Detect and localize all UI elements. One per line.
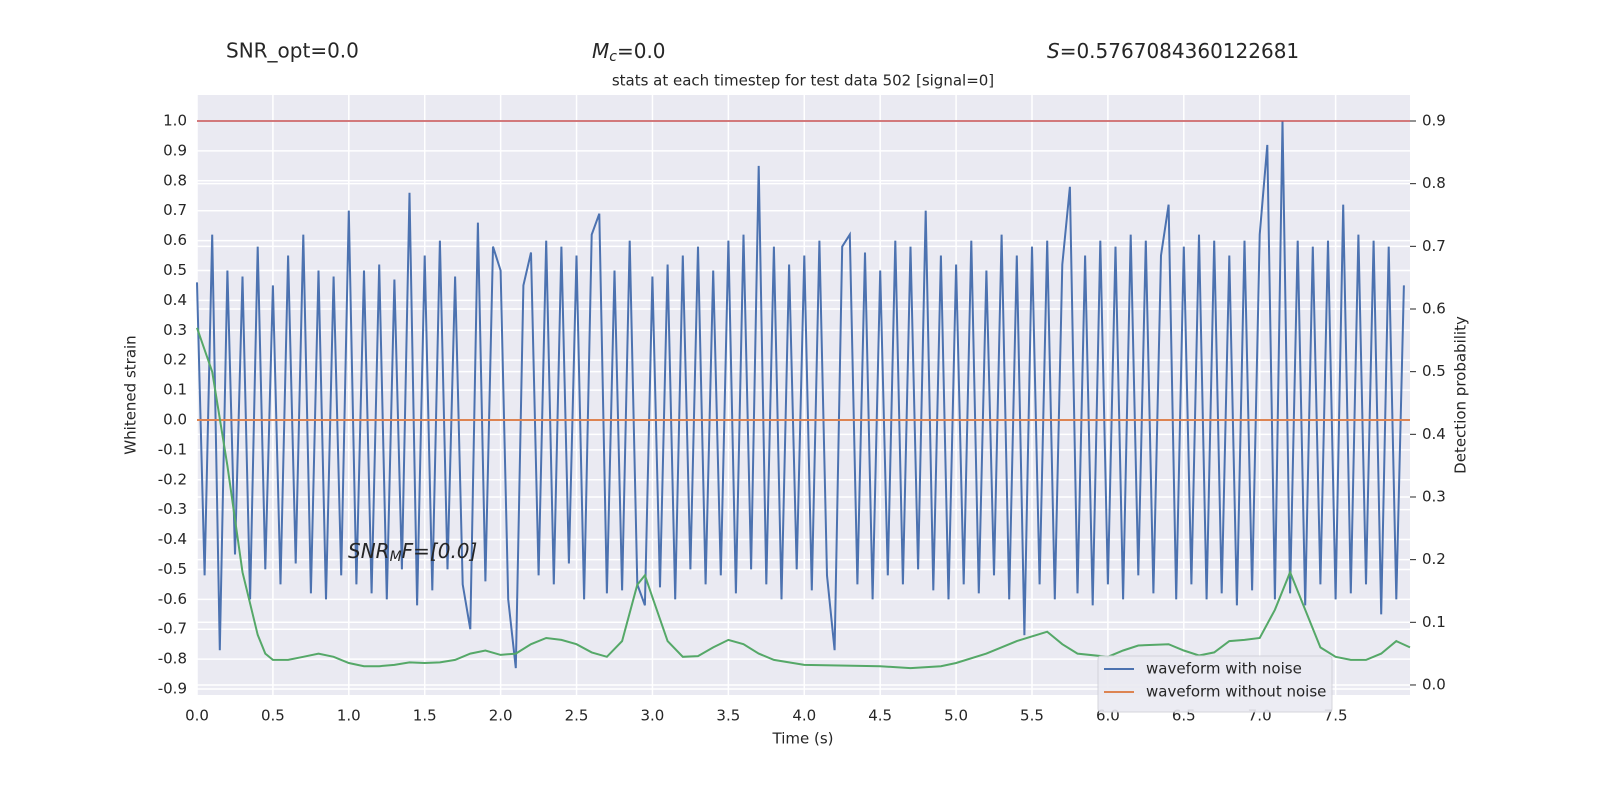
y-tick-label: -0.1 (158, 440, 187, 458)
y-tick-label: 0.5 (163, 261, 187, 279)
y-tick-label: 0.7 (163, 201, 187, 219)
x-tick-label: 0.5 (261, 707, 285, 725)
x-tick-label: 2.0 (489, 707, 513, 725)
y2-tick-label: 0.6 (1422, 299, 1446, 317)
legend-label: waveform without noise (1146, 683, 1326, 701)
y-tick-label: 0.4 (163, 291, 187, 309)
x-axis-label: Time (s) (772, 730, 834, 748)
y2-axis-label: Detection probability (1452, 316, 1470, 474)
y-tick-label: -0.8 (158, 650, 187, 668)
y-tick-label: 0.9 (163, 141, 187, 159)
legend-box (1097, 655, 1333, 713)
math-rest: =0.5767084360122681 (1060, 39, 1299, 63)
y-tick-label: -0.4 (158, 530, 187, 548)
legend-label: waveform with noise (1146, 660, 1302, 678)
y-tick-label: 0.8 (163, 171, 187, 189)
x-tick-label: 5.5 (1020, 707, 1044, 725)
labels: 0.0 0.5 1.0 1.5 2.0 2.5 3.0 3.5 4.0 4.5 5.0 5.5 6.0 6… (158, 39, 1446, 725)
math-sub: M (390, 549, 402, 565)
math-rest: =0.0 (617, 39, 666, 63)
series-line (196, 327, 1411, 670)
y-tick-label: 1.0 (163, 112, 187, 130)
y-tick-label: 0.1 (163, 381, 187, 399)
stat-label: S=0.5767084360122681 (1047, 39, 1299, 63)
y-tick-label: 0.3 (163, 321, 187, 339)
math-sub: c (609, 49, 617, 65)
y2-tick-label: 0.4 (1422, 425, 1446, 443)
y-tick-label: 0.2 (163, 351, 187, 369)
y-tick-label: -0.5 (158, 560, 187, 578)
y2-tick-label: 0.1 (1422, 613, 1446, 631)
x-tick-label: 0.0 (185, 707, 209, 725)
y-tick-label: -0.9 (158, 680, 187, 698)
y2-tick-label: 0.0 (1422, 675, 1446, 693)
y2-tick-label: 0.7 (1422, 237, 1446, 255)
x-tick-label: 4.0 (792, 707, 816, 725)
math-rest: F=[0.0] (402, 539, 478, 563)
x-tick-label: 5.0 (944, 707, 968, 725)
math-base: M (592, 39, 609, 63)
y2-tick-label: 0.8 (1422, 174, 1446, 192)
x-tick-label: 2.5 (565, 707, 589, 725)
y-tick-label: -0.7 (158, 620, 187, 638)
y-tick-label: -0.6 (158, 590, 187, 608)
marks (196, 120, 1411, 670)
y-tick-label: -0.3 (158, 500, 187, 518)
y2-tick-label: 0.9 (1422, 112, 1446, 130)
y-tick-label: 0.6 (163, 231, 187, 249)
math-base: S (1047, 39, 1060, 63)
y-tick-label: 0.0 (163, 410, 187, 428)
x-tick-label: 3.0 (641, 707, 665, 725)
y2-tick-label: 0.3 (1422, 487, 1446, 505)
y2-tick-label: 0.2 (1422, 550, 1446, 568)
chart-title: stats at each timestep for test data 502… (612, 72, 994, 90)
y-axis-label: Whitened strain (122, 335, 140, 454)
stat-label: SNRMF=[0.0] (348, 539, 477, 566)
stat-label: Mc=0.0 (592, 39, 666, 66)
x-tick-label: 1.5 (413, 707, 437, 725)
y2-tick-label: 0.5 (1422, 362, 1446, 380)
x-tick-label: 1.0 (337, 707, 361, 725)
series-line (196, 120, 1405, 669)
x-tick-label: 3.5 (716, 707, 740, 725)
math-base: SNR (348, 539, 390, 563)
x-tick-label: 4.5 (868, 707, 892, 725)
plot-area (197, 95, 1410, 695)
stat-label: SNR_opt=0.0 (226, 39, 359, 63)
y-tick-label: -0.2 (158, 470, 187, 488)
